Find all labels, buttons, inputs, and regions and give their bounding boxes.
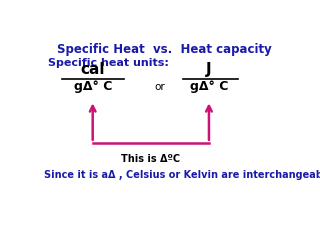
Text: cal: cal [80, 61, 105, 77]
Text: gΔ° C: gΔ° C [74, 80, 112, 93]
Text: gΔ° C: gΔ° C [190, 80, 228, 93]
Text: Specific Heat  vs.  Heat capacity: Specific Heat vs. Heat capacity [57, 43, 271, 56]
Text: Since it is aΔ , Celsius or Kelvin are interchangeable.: Since it is aΔ , Celsius or Kelvin are i… [44, 170, 320, 180]
Text: This is ΔºC: This is ΔºC [121, 154, 180, 163]
Text: or: or [155, 82, 165, 91]
Text: J: J [206, 61, 212, 77]
Text: Specific heat units:: Specific heat units: [48, 58, 169, 68]
